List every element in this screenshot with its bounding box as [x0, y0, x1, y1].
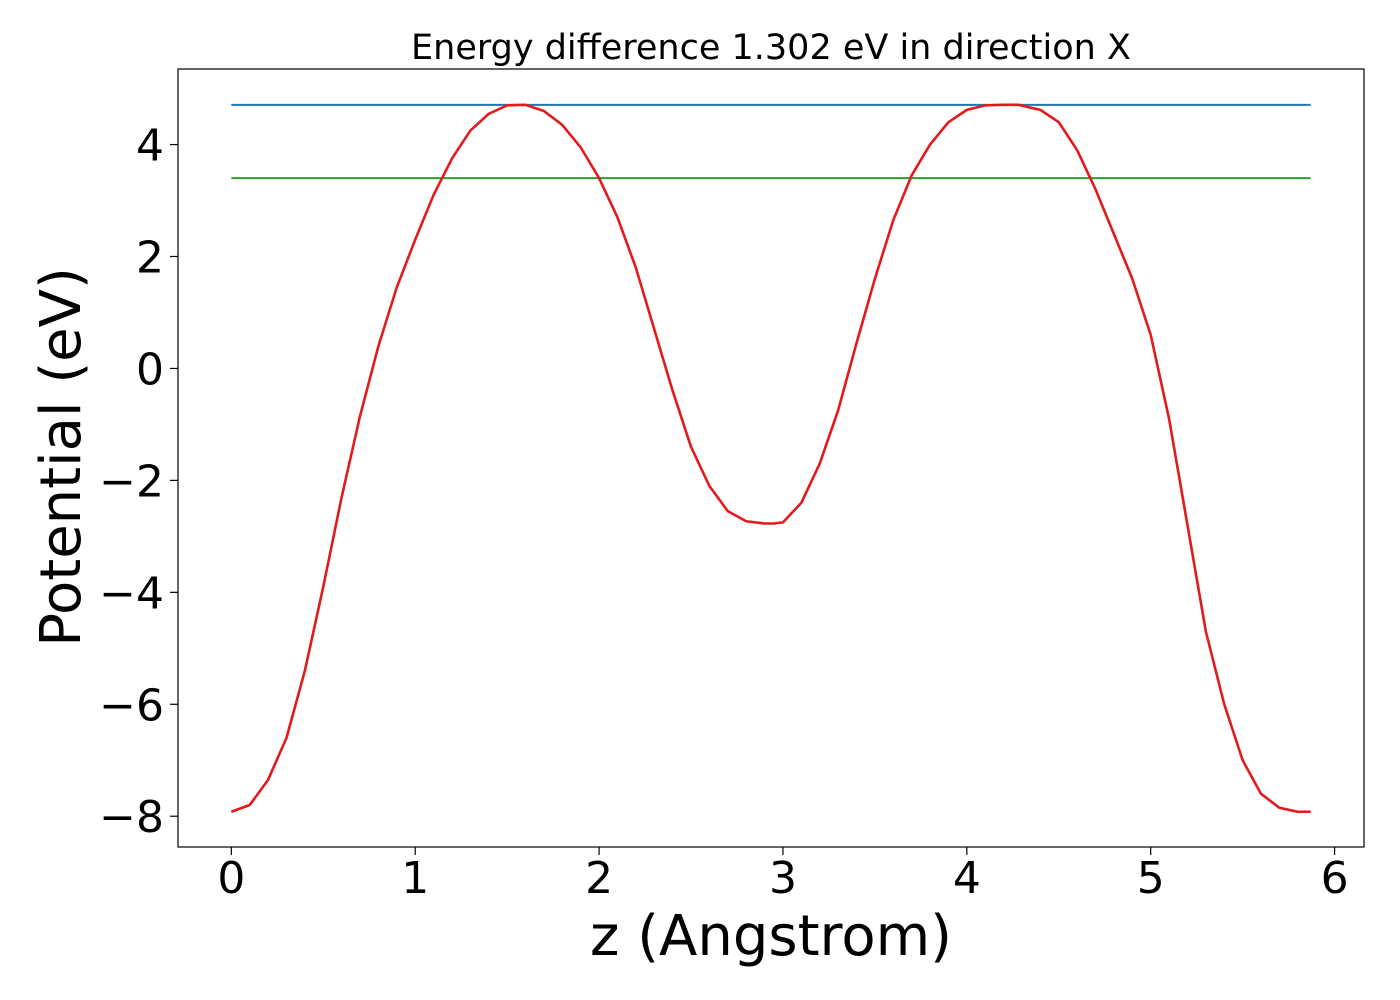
- y-axis-label: Potential (eV): [29, 267, 94, 647]
- plot-frame: [177, 68, 1365, 848]
- y-tick-label: −8: [99, 792, 164, 843]
- x-tick-label: 2: [585, 853, 613, 904]
- x-tick-label: 1: [401, 853, 429, 904]
- y-tick-label: −2: [99, 456, 164, 507]
- x-tick-label: 5: [1137, 853, 1165, 904]
- plot-lines: [230, 103, 1311, 814]
- x-tick-label: 0: [217, 853, 245, 904]
- y-tick-label: 2: [136, 233, 164, 284]
- y-tick-label: −4: [99, 568, 164, 619]
- y-tick-label: −6: [99, 680, 164, 731]
- x-axis-label: z (Angstrom): [590, 904, 952, 969]
- y-tick-label: 0: [136, 344, 164, 395]
- x-axis: 0 1 2 3 4 5 6: [217, 847, 1349, 904]
- x-tick-label: 6: [1321, 853, 1349, 904]
- x-tick-label: 4: [953, 853, 981, 904]
- series-line-3: [230, 103, 1311, 814]
- y-axis: −8 −6 −4 −2 0 2 4: [99, 121, 178, 843]
- x-tick-label: 3: [769, 853, 797, 904]
- chart-title: Energy difference 1.302 eV in direction …: [411, 28, 1131, 68]
- y-tick-label: 4: [136, 121, 164, 172]
